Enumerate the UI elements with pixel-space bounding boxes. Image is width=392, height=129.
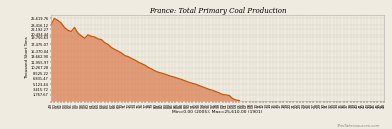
Y-axis label: Thousand Short Tons: Thousand Short Tons — [25, 37, 29, 79]
Title: France: Total Primary Coal Production: France: Total Primary Coal Production — [149, 7, 286, 15]
X-axis label: Min=0.00 (2005); Max=25,610.00 (1901): Min=0.00 (2005); Max=25,610.00 (1901) — [172, 110, 263, 114]
Text: ThisTabresources.com: ThisTabresources.com — [337, 124, 380, 128]
